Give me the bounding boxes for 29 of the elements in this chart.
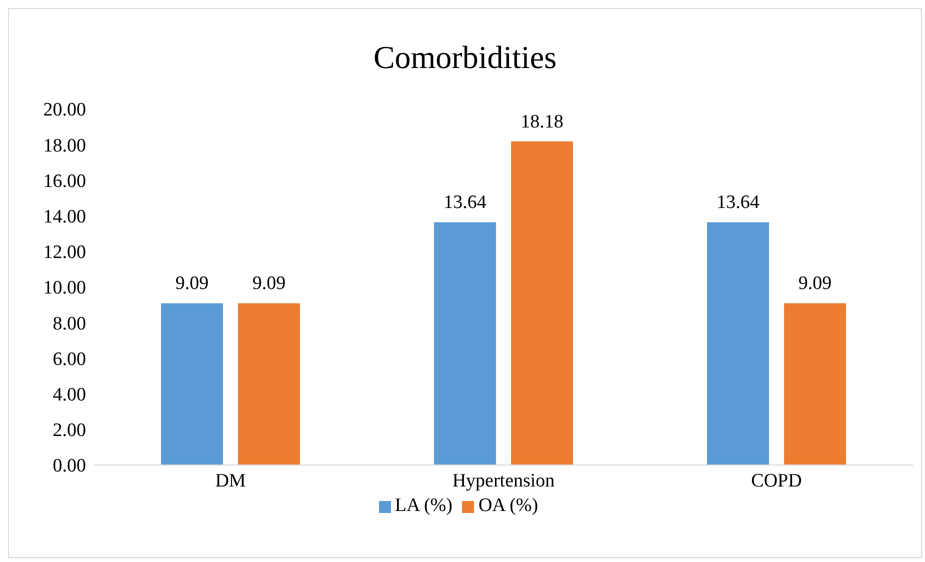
data-label: 18.18 <box>520 111 564 132</box>
bar <box>161 303 223 465</box>
data-label: 13.64 <box>444 192 487 214</box>
legend-label: LA (%) <box>394 495 452 516</box>
y-tick-label: 12.00 <box>43 242 86 264</box>
x-tick-label: COPD <box>751 470 802 492</box>
x-tick-label: Hypertension <box>452 470 556 492</box>
y-tick-label: 20.00 <box>43 100 86 121</box>
y-tick-label: 18.00 <box>43 135 86 156</box>
y-tick-label: 2.00 <box>52 420 86 442</box>
bar <box>238 303 300 465</box>
y-tick-label: 14.00 <box>43 206 86 228</box>
y-tick-label: 4.00 <box>52 384 86 406</box>
data-label: 9.09 <box>798 273 832 294</box>
y-tick-label: 0.00 <box>52 456 86 477</box>
legend-label: OA (%) <box>478 495 538 516</box>
data-label: 9.09 <box>252 273 286 294</box>
y-tick-label: 6.00 <box>52 348 86 370</box>
bar <box>707 222 769 465</box>
x-tick-label: DM <box>215 470 246 492</box>
bar <box>434 222 496 465</box>
chart-title: Comorbidities <box>372 39 558 76</box>
data-label: 9.09 <box>175 273 209 294</box>
bar <box>511 141 573 465</box>
y-tick-label: 8.00 <box>52 313 86 334</box>
bar <box>784 303 846 465</box>
y-tick-label: 10.00 <box>43 278 86 299</box>
y-tick-label: 16.00 <box>43 170 86 192</box>
data-label: 13.64 <box>716 192 760 214</box>
